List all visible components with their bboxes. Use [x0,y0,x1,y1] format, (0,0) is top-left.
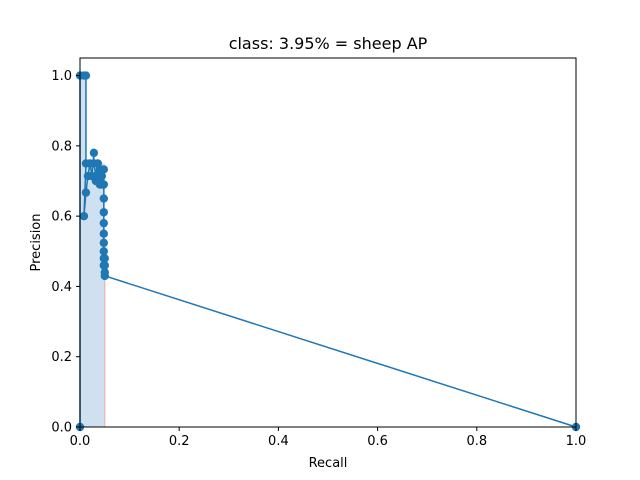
y-axis: 0.0 0.2 0.4 0.6 0.8 1.0 [51,69,80,436]
data-point [99,229,109,238]
y-tick-label: 0.8 [51,139,72,154]
data-point [100,254,110,263]
plot-area [75,71,581,432]
data-point [100,271,110,281]
y-tick-label: 1.0 [51,69,72,84]
data-point [97,171,107,181]
x-tick-label: 0.4 [268,434,289,449]
data-point [99,165,109,174]
data-point [99,238,109,248]
y-tick-label: 0.6 [51,210,72,225]
data-point [79,211,89,221]
x-tick-label: 0.6 [367,434,388,449]
data-point [99,194,109,203]
data-point [99,208,109,217]
data-point [81,71,91,80]
x-axis-title: Recall [309,456,348,471]
data-point [99,218,109,228]
data-point [99,247,109,256]
data-point [81,188,91,197]
x-axis: 0.0 0.2 0.4 0.6 0.8 1.0 [70,427,587,449]
x-tick-label: 1.0 [566,434,587,449]
data-point [89,148,99,158]
data-point [99,180,109,189]
y-tick-label: 0.2 [51,350,72,365]
x-tick-label: 0.0 [70,434,91,449]
y-tick-label: 0.0 [51,421,72,436]
chart-title: class: 3.95% = sheep AP [229,34,428,53]
x-tick-label: 0.2 [169,434,190,449]
data-point [100,261,110,270]
y-tick-label: 0.4 [51,280,72,295]
x-tick-label: 0.8 [466,434,487,449]
plot-frame [79,57,577,428]
y-axis-title: Precision [29,213,44,271]
